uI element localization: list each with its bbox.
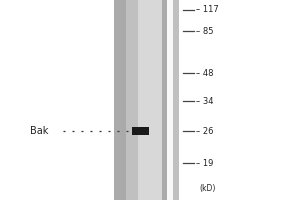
Text: – 26: – 26: [196, 127, 214, 136]
Text: (kD): (kD): [200, 184, 216, 193]
Bar: [172, 0, 178, 200]
Text: – 85: – 85: [196, 26, 214, 36]
Text: Bak: Bak: [30, 126, 48, 136]
Bar: [167, 0, 172, 200]
Bar: [114, 0, 166, 200]
Bar: [132, 127, 149, 135]
Text: – 48: – 48: [196, 68, 214, 77]
Text: – 19: – 19: [196, 158, 214, 167]
Bar: [138, 0, 162, 200]
Bar: [126, 0, 162, 200]
Text: – 117: – 117: [196, 5, 219, 15]
Text: – 34: – 34: [196, 97, 214, 106]
